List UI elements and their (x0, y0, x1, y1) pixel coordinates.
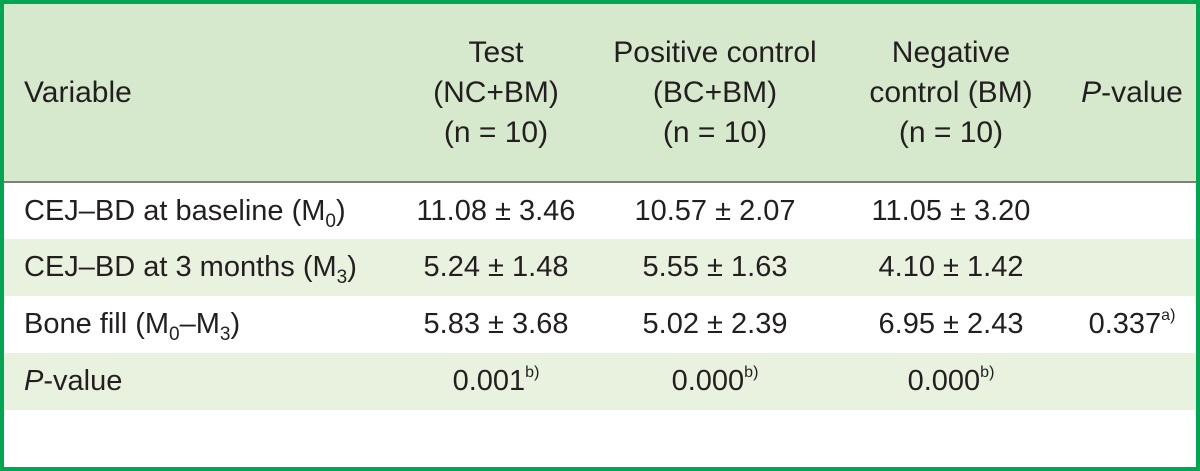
header-row: Variable Test (NC+BM) (n = 10) Positive … (4, 4, 1196, 182)
row-label-subscript: 3 (336, 266, 348, 288)
pvalue-positive: 0.000 (671, 365, 745, 397)
header-positive-control: Positive control (BC+BM) (n = 10) (596, 4, 834, 182)
p-label-rest: -value (43, 365, 123, 397)
pvalue-negative-footnote: b) (980, 364, 995, 382)
row-label-text: CEJ–BD at 3 months (M (24, 251, 337, 283)
pvalue-negative: 0.000 (907, 365, 981, 397)
row-label-end: ) (335, 194, 346, 227)
header-variable: Variable (24, 75, 132, 109)
cell-negative: 4.10 ± 1.42 (878, 251, 1024, 283)
cell-test: 0.001b) (396, 353, 596, 410)
row-label: Bone fill (M0–M3) (4, 296, 396, 353)
header-negative-control: Negative control (BM) (n = 10) (834, 4, 1068, 182)
row-label: CEJ–BD at baseline (M0) (4, 182, 396, 239)
table-row: Bone fill (M0–M3) 5.83 ± 3.68 5.02 ± 2.3… (4, 296, 1196, 353)
row-label-end: ) (230, 308, 241, 340)
header-negative-line1: Negative (891, 35, 1011, 69)
pvalue-footnote: a) (1161, 307, 1176, 325)
cell-pvalue: 0.337a) (1068, 296, 1196, 353)
p-value-row: P-value 0.001b) 0.000b) 0.000b) (4, 353, 1196, 410)
row-label-subscript: 0 (325, 210, 336, 232)
row-label: CEJ–BD at 3 months (M3) (4, 239, 396, 296)
header-p-rest: -value (1101, 75, 1183, 109)
cell-pvalue (1068, 353, 1196, 410)
header-p-value: P-value (1068, 4, 1196, 182)
row-label-end: ) (347, 251, 357, 283)
cell-negative: 11.05 ± 3.20 (871, 194, 1031, 227)
cell-positive: 10.57 ± 2.07 (634, 194, 796, 227)
cell-positive: 5.55 ± 1.63 (642, 251, 788, 283)
header-positive-line1: Positive control (613, 35, 817, 69)
row-label-subscript: 0 (169, 323, 180, 345)
header-test-line2: (NC+BM) (433, 75, 559, 109)
cell-positive: 0.000b) (596, 353, 834, 410)
pvalue-test: 0.001 (452, 365, 526, 397)
cell-negative: 0.000b) (834, 353, 1068, 410)
cell-test: 5.24 ± 1.48 (423, 251, 569, 283)
row-label: P-value (4, 353, 396, 410)
header-negative-line3: (n = 10) (898, 115, 1004, 149)
header-positive-line3: (n = 10) (662, 115, 768, 149)
header-test-line1: Test (468, 35, 524, 69)
table-row: CEJ–BD at 3 months (M3) 5.24 ± 1.48 5.55… (4, 239, 1196, 296)
row-label-text: CEJ–BD at baseline (M (24, 194, 326, 227)
cell-pvalue (1068, 239, 1196, 296)
row-label-text: Bone fill (M (24, 308, 170, 340)
header-p-italic: P (1081, 75, 1102, 109)
pvalue-test-footnote: b) (525, 364, 540, 382)
header-test-line3: (n = 10) (443, 115, 549, 149)
row-label-subscript2: 3 (219, 323, 231, 345)
cell-test: 11.08 ± 3.46 (416, 194, 576, 227)
table-row: CEJ–BD at baseline (M0) 11.08 ± 3.46 10.… (4, 182, 1196, 239)
cell-negative: 6.95 ± 2.43 (878, 308, 1024, 340)
p-label-italic: P (24, 365, 44, 397)
row-label-mid: –M (179, 308, 220, 340)
pvalue-positive-footnote: b) (744, 364, 759, 382)
pvalue-text: 0.337 (1088, 308, 1162, 340)
header-negative-line2: control (BM) (869, 75, 1033, 109)
results-table: Variable Test (NC+BM) (n = 10) Positive … (4, 4, 1196, 410)
cell-test: 5.83 ± 3.68 (423, 308, 569, 340)
header-positive-line2: (BC+BM) (652, 75, 778, 109)
cell-pvalue (1068, 182, 1196, 239)
cell-positive: 5.02 ± 2.39 (642, 308, 788, 340)
header-test: Test (NC+BM) (n = 10) (396, 4, 596, 182)
